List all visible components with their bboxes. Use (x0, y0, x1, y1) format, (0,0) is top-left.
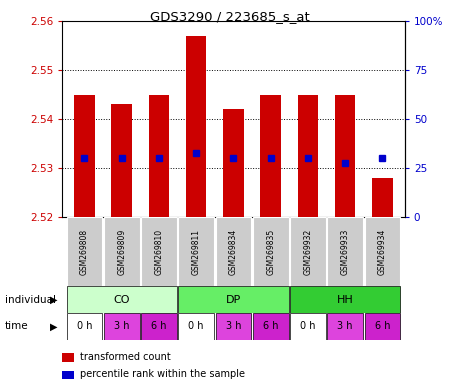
Bar (364, 313, 399, 340)
Bar (74, 94, 95, 217)
Bar (67, 217, 102, 286)
Text: GSM269934: GSM269934 (377, 228, 386, 275)
Text: 3 h: 3 h (114, 321, 129, 331)
Bar (252, 217, 288, 286)
Bar (290, 313, 325, 340)
Text: GDS3290 / 223685_s_at: GDS3290 / 223685_s_at (150, 10, 309, 23)
Text: GSM269809: GSM269809 (117, 228, 126, 275)
Text: individual: individual (5, 295, 56, 305)
Text: 3 h: 3 h (225, 321, 241, 331)
Bar (260, 94, 280, 217)
Text: GSM269810: GSM269810 (154, 228, 163, 275)
Bar (178, 313, 213, 340)
Bar (223, 109, 243, 217)
Bar (290, 286, 399, 313)
Bar (364, 217, 399, 286)
Bar (141, 217, 176, 286)
Bar (297, 94, 318, 217)
Bar (215, 217, 251, 286)
Bar (371, 178, 392, 217)
Bar (215, 313, 251, 340)
Text: 6 h: 6 h (374, 321, 389, 331)
Text: 0 h: 0 h (188, 321, 203, 331)
Bar (67, 286, 176, 313)
Text: ▶: ▶ (50, 321, 57, 331)
Text: GSM269835: GSM269835 (266, 228, 274, 275)
Text: transformed count: transformed count (80, 352, 171, 362)
Bar (111, 104, 132, 217)
Text: GSM269834: GSM269834 (229, 228, 237, 275)
Bar (104, 313, 139, 340)
Bar (178, 286, 288, 313)
Bar (327, 217, 362, 286)
Text: 6 h: 6 h (263, 321, 278, 331)
Bar (104, 217, 139, 286)
Bar (67, 313, 102, 340)
Bar (178, 217, 213, 286)
Text: 3 h: 3 h (337, 321, 352, 331)
Bar (185, 36, 206, 217)
Text: GSM269933: GSM269933 (340, 228, 349, 275)
Text: DP: DP (225, 295, 241, 305)
Bar (327, 313, 362, 340)
Text: 0 h: 0 h (300, 321, 315, 331)
Text: GSM269932: GSM269932 (303, 228, 312, 275)
Text: percentile rank within the sample: percentile rank within the sample (80, 369, 245, 379)
Text: HH: HH (336, 295, 353, 305)
Text: ▶: ▶ (50, 295, 57, 305)
Bar (252, 313, 288, 340)
Text: GSM269811: GSM269811 (191, 228, 200, 275)
Text: CO: CO (113, 295, 130, 305)
Bar (141, 313, 176, 340)
Text: 6 h: 6 h (151, 321, 166, 331)
Bar (290, 217, 325, 286)
Text: 0 h: 0 h (77, 321, 92, 331)
Bar (148, 94, 169, 217)
Bar (334, 94, 355, 217)
Text: time: time (5, 321, 28, 331)
Text: GSM269808: GSM269808 (80, 228, 89, 275)
